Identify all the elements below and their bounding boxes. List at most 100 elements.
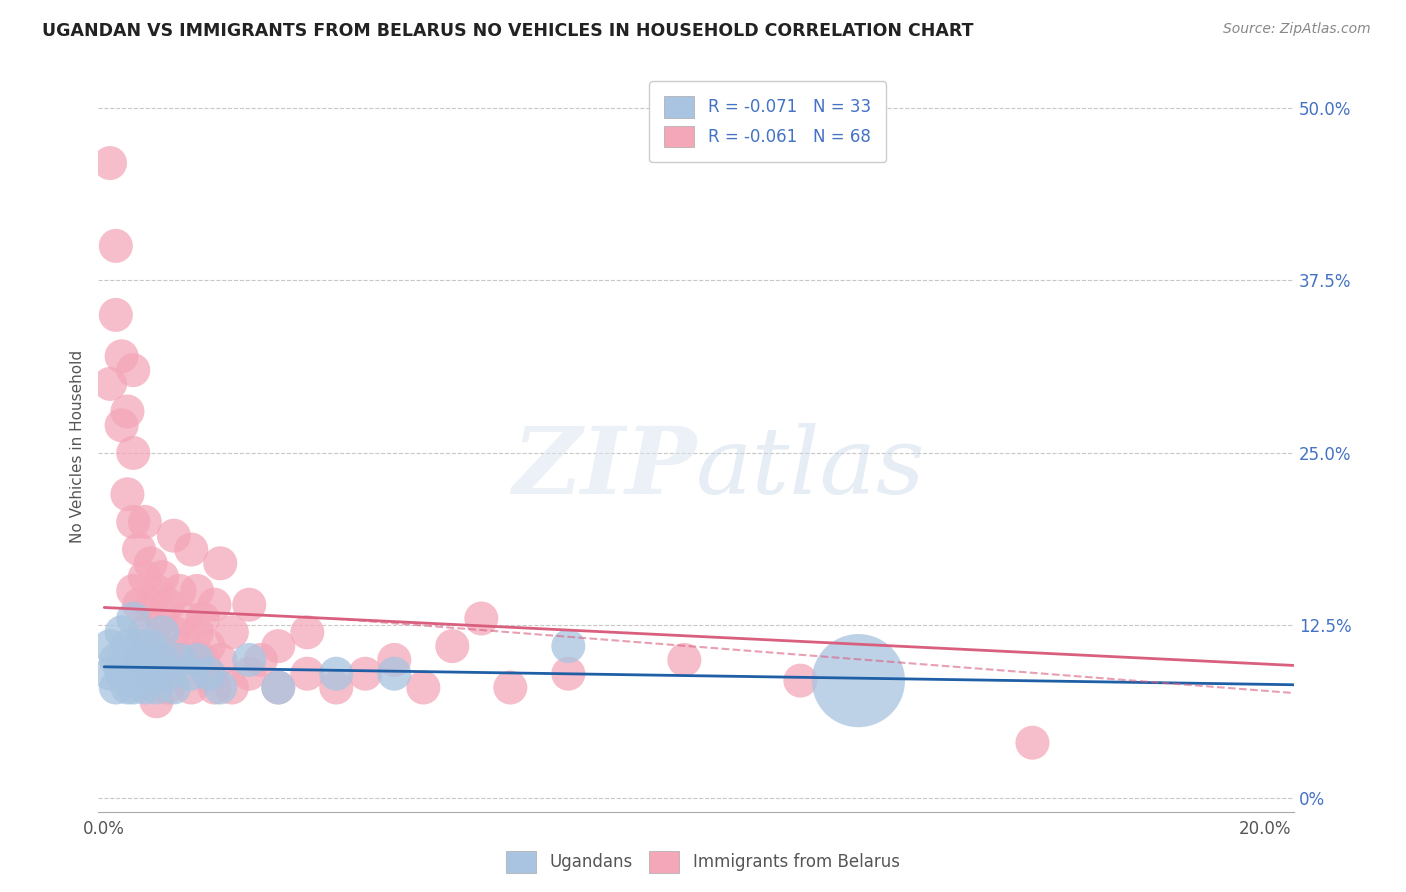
Point <box>221 625 243 640</box>
Point <box>139 598 162 612</box>
Point <box>150 611 173 625</box>
Point <box>111 349 134 363</box>
Point <box>238 653 260 667</box>
Point <box>104 681 127 695</box>
Point <box>150 570 173 584</box>
Point <box>297 625 319 640</box>
Point <box>98 156 121 170</box>
Point <box>382 666 405 681</box>
Point <box>174 611 197 625</box>
Point <box>117 404 139 418</box>
Point <box>128 653 150 667</box>
Legend: Ugandans, Immigrants from Belarus: Ugandans, Immigrants from Belarus <box>499 845 907 880</box>
Point <box>145 694 167 708</box>
Point <box>104 239 127 253</box>
Point <box>122 611 145 625</box>
Point <box>128 598 150 612</box>
Point <box>128 542 150 557</box>
Point <box>98 639 121 653</box>
Point <box>169 653 191 667</box>
Point <box>382 653 405 667</box>
Point <box>122 653 145 667</box>
Point <box>122 583 145 598</box>
Point <box>145 681 167 695</box>
Point <box>197 639 219 653</box>
Point <box>122 515 145 529</box>
Point <box>325 681 347 695</box>
Point <box>163 625 186 640</box>
Point <box>139 666 162 681</box>
Point <box>163 681 186 695</box>
Point <box>209 557 232 571</box>
Point <box>104 653 127 667</box>
Point <box>128 666 150 681</box>
Point <box>267 681 290 695</box>
Point <box>297 666 319 681</box>
Point <box>267 681 290 695</box>
Point <box>157 681 180 695</box>
Point <box>157 666 180 681</box>
Point <box>111 625 134 640</box>
Point <box>134 625 156 640</box>
Point <box>117 639 139 653</box>
Point <box>180 542 202 557</box>
Point <box>150 625 173 640</box>
Point <box>186 583 208 598</box>
Point <box>163 529 186 543</box>
Point <box>134 653 156 667</box>
Point <box>122 363 145 377</box>
Point <box>209 653 232 667</box>
Point <box>139 639 162 653</box>
Point <box>104 308 127 322</box>
Legend: R = -0.071   N = 33, R = -0.061   N = 68: R = -0.071 N = 33, R = -0.061 N = 68 <box>650 81 886 162</box>
Text: atlas: atlas <box>696 423 925 513</box>
Point <box>117 487 139 501</box>
Point <box>191 653 214 667</box>
Point <box>98 666 121 681</box>
Point <box>250 653 273 667</box>
Point <box>169 653 191 667</box>
Point <box>134 570 156 584</box>
Point <box>221 681 243 695</box>
Point <box>139 666 162 681</box>
Point <box>134 681 156 695</box>
Point <box>157 598 180 612</box>
Y-axis label: No Vehicles in Household: No Vehicles in Household <box>69 350 84 542</box>
Point <box>128 639 150 653</box>
Point <box>150 666 173 681</box>
Point <box>174 639 197 653</box>
Point <box>1021 736 1043 750</box>
Point <box>139 557 162 571</box>
Point <box>848 673 870 688</box>
Point <box>267 639 290 653</box>
Point <box>180 666 202 681</box>
Point <box>134 515 156 529</box>
Text: UGANDAN VS IMMIGRANTS FROM BELARUS NO VEHICLES IN HOUSEHOLD CORRELATION CHART: UGANDAN VS IMMIGRANTS FROM BELARUS NO VE… <box>42 22 974 40</box>
Point <box>238 598 260 612</box>
Point <box>186 653 208 667</box>
Point <box>197 666 219 681</box>
Point <box>789 673 811 688</box>
Point <box>122 446 145 460</box>
Point <box>441 639 464 653</box>
Point <box>111 666 134 681</box>
Point <box>98 376 121 391</box>
Point <box>499 681 522 695</box>
Point <box>204 598 226 612</box>
Point <box>157 653 180 667</box>
Point <box>117 681 139 695</box>
Point <box>180 681 202 695</box>
Point <box>191 611 214 625</box>
Point <box>197 666 219 681</box>
Point <box>186 625 208 640</box>
Point <box>412 681 434 695</box>
Point <box>145 583 167 598</box>
Text: ZIP: ZIP <box>512 423 696 513</box>
Point <box>238 666 260 681</box>
Point <box>557 639 579 653</box>
Point <box>204 681 226 695</box>
Point <box>169 583 191 598</box>
Point <box>145 639 167 653</box>
Point <box>111 418 134 433</box>
Text: Source: ZipAtlas.com: Source: ZipAtlas.com <box>1223 22 1371 37</box>
